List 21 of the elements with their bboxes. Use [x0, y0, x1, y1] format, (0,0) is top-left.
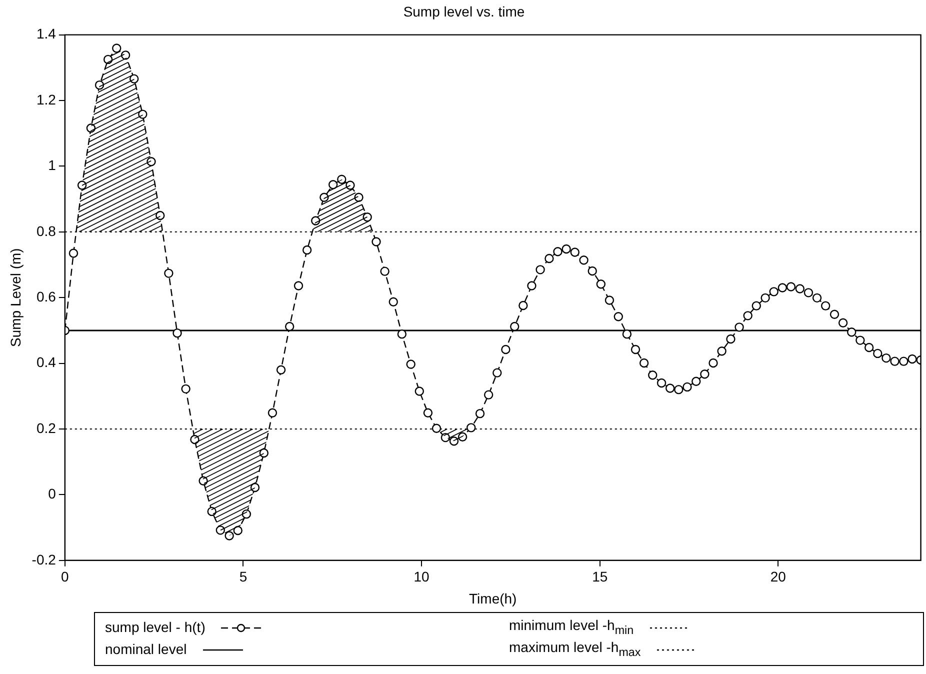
legend-label: nominal level — [105, 641, 187, 658]
y-tick-label: 0.6 — [36, 288, 56, 304]
y-tick-label: 1 — [48, 157, 56, 174]
y-tick-label: 1.2 — [36, 91, 56, 108]
y-tick-label: 1.4 — [36, 26, 56, 42]
chart-title: Sump level vs. time — [403, 3, 525, 20]
y-axis-title: Sump Level (m) — [7, 248, 24, 348]
x-tick-label: 20 — [770, 568, 786, 585]
y-tick-label: -0.2 — [32, 551, 56, 568]
x-tick-label: 10 — [414, 568, 430, 585]
y-tick-label: 0 — [48, 486, 56, 502]
x-tick-label: 5 — [239, 568, 248, 585]
x-tick-label: 15 — [592, 568, 608, 585]
x-tick-label: 0 — [61, 568, 70, 585]
legend-label: minimum level -h$_{min}$ — [509, 617, 634, 639]
y-tick-label: 0.2 — [36, 420, 56, 436]
legend-label: sump level - h(t) — [105, 619, 206, 636]
y-tick-label: 0.4 — [36, 354, 56, 370]
x-axis-title: Time(h) — [469, 590, 517, 606]
legend-label: maximum level -h$_{max}$ — [509, 638, 641, 661]
y-tick-label: 0.8 — [36, 222, 56, 239]
